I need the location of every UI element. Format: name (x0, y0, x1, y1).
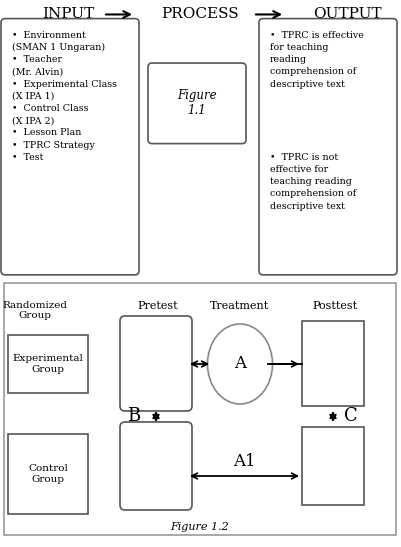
FancyBboxPatch shape (120, 316, 192, 411)
Text: Experimental
Group: Experimental Group (12, 354, 83, 374)
Bar (302, 427, 364, 505)
Bar (302, 321, 364, 406)
FancyBboxPatch shape (148, 63, 246, 144)
FancyBboxPatch shape (120, 422, 192, 510)
Text: B: B (128, 408, 141, 426)
Ellipse shape (207, 324, 273, 404)
Text: A: A (234, 356, 246, 373)
Text: Treatment: Treatment (211, 301, 269, 311)
Text: Figure 1.2: Figure 1.2 (170, 522, 229, 532)
Text: PROCESS: PROCESS (161, 8, 239, 21)
Text: A1: A1 (233, 453, 256, 470)
Text: Figure
1.1: Figure 1.1 (177, 89, 217, 117)
Bar (8, 335, 88, 393)
Text: Pretest: Pretest (138, 301, 178, 311)
FancyBboxPatch shape (1, 19, 139, 275)
Text: Posttest: Posttest (312, 301, 358, 311)
Text: Control
Group: Control Group (28, 464, 68, 484)
Text: Randomized
Group: Randomized Group (2, 301, 67, 321)
Bar (8, 434, 88, 514)
Text: C: C (344, 408, 358, 426)
Text: OUTPUT: OUTPUT (313, 8, 381, 21)
Text: INPUT: INPUT (42, 8, 94, 21)
Text: •  TPRC is not
effective for
teaching reading
comprehension of
descriptive text: • TPRC is not effective for teaching rea… (270, 153, 356, 211)
FancyBboxPatch shape (259, 19, 397, 275)
Text: •  TPRC is effective
for teaching
reading
comprehension of
descriptive text: • TPRC is effective for teaching reading… (270, 31, 364, 89)
Text: •  Environment
(SMAN 1 Ungaran)
•  Teacher
(Mr. Alvin)
•  Experimental Class
(X : • Environment (SMAN 1 Ungaran) • Teacher… (12, 31, 117, 162)
